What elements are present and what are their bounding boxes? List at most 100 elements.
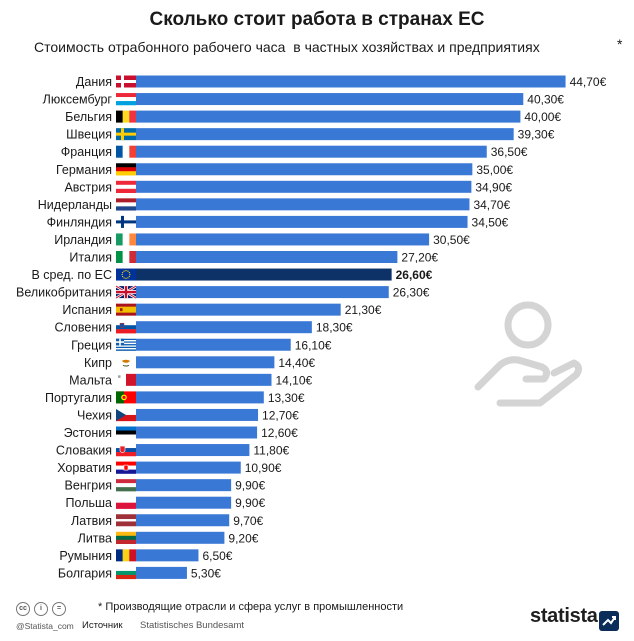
bar bbox=[136, 461, 241, 474]
bar-row: Португалия 13,30€ bbox=[45, 391, 305, 405]
bar bbox=[136, 531, 225, 544]
bar-row: Люксембург 40,30€ bbox=[43, 93, 565, 107]
value-label: 27,20€ bbox=[401, 251, 438, 265]
bar bbox=[136, 356, 275, 369]
bar bbox=[136, 198, 470, 211]
bar bbox=[136, 321, 312, 334]
flag-eu-icon bbox=[116, 268, 136, 281]
value-label: 14,10€ bbox=[276, 373, 313, 387]
value-label: 9,20€ bbox=[228, 531, 258, 545]
category-label: В сред. по ЕС bbox=[32, 268, 113, 282]
value-label: 34,70€ bbox=[473, 198, 510, 212]
bar-row: Нидерланды 34,70€ bbox=[38, 198, 511, 212]
bar bbox=[136, 444, 250, 457]
category-label: Румыния bbox=[59, 549, 112, 563]
bar bbox=[136, 145, 487, 158]
bar bbox=[136, 496, 232, 509]
value-label: 26,30€ bbox=[393, 286, 430, 300]
category-label: Швеция bbox=[66, 128, 112, 142]
category-label: Литва bbox=[78, 531, 112, 545]
value-label: 36,50€ bbox=[491, 145, 528, 159]
bar-row: Эстония 12,60€ bbox=[64, 426, 299, 440]
category-label: Венгрия bbox=[65, 479, 112, 493]
category-label: Чехия bbox=[77, 408, 112, 422]
value-label: 9,90€ bbox=[235, 479, 265, 493]
flag-germany-icon bbox=[116, 163, 136, 176]
category-label: Франция bbox=[61, 145, 112, 159]
value-label: 30,50€ bbox=[433, 233, 470, 247]
bar-row: Латвия 9,70€ bbox=[71, 514, 264, 528]
flag-cyprus-icon bbox=[116, 356, 136, 369]
category-label: Германия bbox=[56, 163, 112, 177]
bar bbox=[136, 215, 468, 228]
value-label: 5,30€ bbox=[191, 566, 221, 580]
bar-row: Финляндия 34,50€ bbox=[47, 215, 509, 229]
category-label: Люксембург bbox=[43, 93, 113, 107]
category-label: Нидерланды bbox=[38, 198, 112, 212]
value-label: 9,90€ bbox=[235, 496, 265, 510]
value-label: 40,00€ bbox=[524, 110, 561, 124]
flag-spain-icon bbox=[116, 303, 136, 316]
bar-row: Польша 9,90€ bbox=[66, 496, 266, 510]
bar bbox=[136, 93, 524, 106]
flag-estonia-icon bbox=[116, 426, 136, 439]
bar bbox=[136, 373, 272, 386]
copyright: @Statista_com bbox=[16, 621, 74, 631]
bar-row: Венгрия 9,90€ bbox=[65, 479, 266, 493]
bar-row: Чехия 12,70€ bbox=[77, 408, 299, 422]
value-label: 6,50€ bbox=[202, 549, 232, 563]
bar-eu-average bbox=[136, 268, 392, 281]
value-label: 26,60€ bbox=[396, 268, 433, 282]
value-label: 12,60€ bbox=[261, 426, 298, 440]
value-label: 12,70€ bbox=[262, 408, 299, 422]
bar-row: Италия 27,20€ bbox=[69, 251, 438, 265]
category-label: Финляндия bbox=[47, 215, 112, 229]
category-label: Дания bbox=[76, 75, 112, 89]
value-label: 9,70€ bbox=[233, 514, 263, 528]
bar-row: Ирландия 30,50€ bbox=[54, 233, 470, 247]
bar-row: Дания 44,70€ bbox=[76, 75, 607, 89]
value-label: 13,30€ bbox=[268, 391, 305, 405]
flag-finland-icon bbox=[116, 215, 136, 228]
flag-france-icon bbox=[116, 145, 137, 158]
category-label: Латвия bbox=[71, 514, 112, 528]
equal-icon: = bbox=[52, 602, 66, 616]
value-label: 10,90€ bbox=[245, 461, 282, 475]
value-label: 21,30€ bbox=[345, 303, 382, 317]
value-label: 16,10€ bbox=[295, 338, 332, 352]
bar-row: Бельгия 40,00€ bbox=[65, 110, 561, 124]
bar-row: Швеция 39,30€ bbox=[66, 128, 555, 142]
chart-subtitle: Стоимость отрабонного рабочего часа в ча… bbox=[34, 39, 540, 55]
category-label: Болгария bbox=[58, 566, 112, 580]
category-label: Португалия bbox=[45, 391, 112, 405]
cc-icon: cc bbox=[16, 602, 30, 616]
flag-hungary-icon bbox=[116, 479, 136, 492]
flag-sweden-icon bbox=[116, 128, 136, 141]
source-label: Источник bbox=[82, 620, 123, 631]
bar-row: Кипр 14,40€ bbox=[84, 356, 315, 370]
bar bbox=[136, 514, 230, 527]
category-label: Италия bbox=[69, 251, 112, 265]
flag-slovakia-icon bbox=[116, 444, 136, 457]
flag-croatia-icon bbox=[116, 461, 136, 474]
bar bbox=[136, 163, 473, 176]
bar-row: Германия 35,00€ bbox=[56, 163, 513, 177]
license-icons: cc i = bbox=[16, 602, 66, 616]
flag-slovenia-icon bbox=[116, 321, 136, 334]
bar-row: В сред. по ЕС 26,60€ bbox=[32, 268, 433, 282]
category-label: Австрия bbox=[64, 180, 112, 194]
category-label: Бельгия bbox=[65, 110, 112, 124]
value-label: 39,30€ bbox=[518, 128, 555, 142]
subtitle-footnote-marker: * bbox=[617, 36, 623, 52]
category-label: Эстония bbox=[64, 426, 112, 440]
bar-row: Хорватия 10,90€ bbox=[57, 461, 282, 475]
bar bbox=[136, 251, 398, 263]
category-label: Польша bbox=[66, 496, 112, 510]
flag-bulgaria-icon bbox=[116, 566, 136, 580]
bar bbox=[136, 303, 341, 316]
flag-latvia-icon bbox=[116, 514, 136, 527]
bar bbox=[136, 128, 514, 141]
flag-ireland-icon bbox=[116, 233, 137, 246]
bar bbox=[136, 426, 258, 439]
bar bbox=[136, 180, 472, 193]
